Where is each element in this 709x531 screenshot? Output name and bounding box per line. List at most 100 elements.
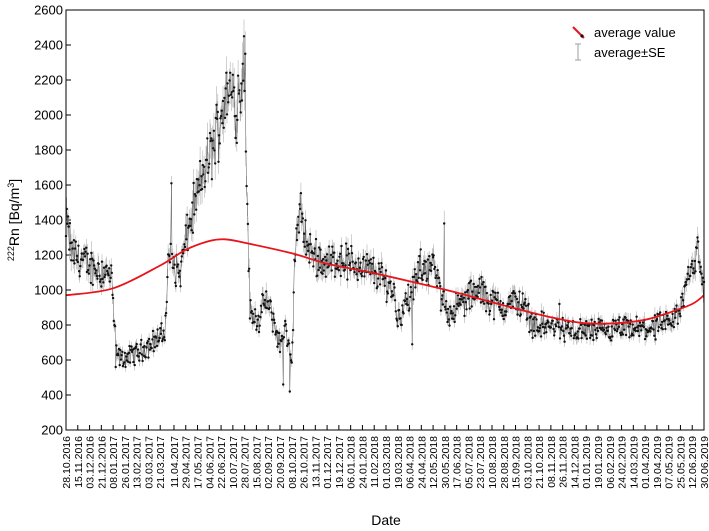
data-point xyxy=(236,74,240,77)
data-point xyxy=(422,262,425,266)
x-tick-label: 03.12.2016 xyxy=(85,436,97,489)
data-point xyxy=(147,356,150,359)
data-point xyxy=(170,252,174,256)
data-point xyxy=(146,340,149,343)
data-point xyxy=(129,348,132,352)
data-point xyxy=(178,269,182,272)
data-point xyxy=(174,284,178,288)
data-point xyxy=(287,339,290,342)
data-point xyxy=(364,259,367,262)
data-point xyxy=(151,338,154,341)
data-point xyxy=(296,223,299,227)
data-point xyxy=(477,284,480,287)
data-point xyxy=(335,267,339,271)
data-point xyxy=(293,259,297,263)
data-point xyxy=(124,365,127,369)
data-point xyxy=(271,330,274,333)
data-point xyxy=(210,137,213,140)
data-point xyxy=(588,323,591,327)
x-tick-label: 11.02.2018 xyxy=(369,436,381,488)
data-point xyxy=(435,274,438,277)
x-tick-label: 23.07.2018 xyxy=(475,436,487,489)
data-point xyxy=(113,325,117,328)
x-tick-label: 07.05.2019 xyxy=(664,436,676,489)
x-tick-label: 22.06.2017 xyxy=(216,436,228,489)
data-point xyxy=(443,305,447,309)
data-point xyxy=(433,265,437,269)
data-point xyxy=(630,332,634,335)
data-point xyxy=(111,293,114,297)
data-point xyxy=(485,291,488,295)
data-point xyxy=(83,247,86,251)
data-point xyxy=(547,321,550,324)
x-tick-label: 10.08.2018 xyxy=(487,436,499,489)
data-point xyxy=(467,297,470,300)
data-point xyxy=(614,319,617,322)
data-point xyxy=(558,337,562,340)
data-point xyxy=(231,96,234,99)
data-point xyxy=(551,319,554,322)
data-point xyxy=(421,278,424,282)
data-point xyxy=(132,360,135,364)
x-tick-label: 02.09.2017 xyxy=(263,436,275,489)
data-point xyxy=(180,260,183,263)
x-axis: 28.10.2016 15.11.2016 03.12.2016 21.12.2016… xyxy=(61,425,709,489)
data-point xyxy=(601,326,604,329)
data-point xyxy=(549,326,553,329)
data-point xyxy=(505,310,508,313)
data-point xyxy=(303,232,306,235)
data-point xyxy=(612,319,615,322)
data-point xyxy=(168,254,171,258)
data-point xyxy=(91,257,94,260)
data-point xyxy=(123,351,127,355)
x-tick-label: 28.10.2016 xyxy=(61,436,73,489)
data-point xyxy=(275,329,278,333)
data-point xyxy=(383,284,386,287)
data-point xyxy=(490,302,493,306)
data-point xyxy=(312,265,315,268)
data-point xyxy=(624,316,627,319)
data-point xyxy=(93,267,97,270)
data-point xyxy=(632,334,635,337)
data-point xyxy=(501,314,504,318)
legend-average-label: average value xyxy=(594,25,676,40)
data-point xyxy=(177,271,180,275)
data-point xyxy=(661,328,664,331)
data-point xyxy=(194,194,197,198)
data-point xyxy=(299,207,302,211)
data-point xyxy=(327,265,330,268)
data-point xyxy=(75,254,79,258)
data-point xyxy=(700,283,704,286)
data-point xyxy=(111,296,115,300)
data-point xyxy=(523,301,526,304)
data-point xyxy=(309,243,312,246)
y-tick-label: 1000 xyxy=(34,283,63,298)
data-point xyxy=(653,334,656,337)
data-point xyxy=(235,141,238,145)
data-point xyxy=(468,307,471,310)
data-point xyxy=(693,272,696,275)
daily-points xyxy=(64,35,706,393)
data-point xyxy=(369,273,372,276)
data-point xyxy=(464,301,467,304)
data-point xyxy=(414,286,417,289)
data-point xyxy=(466,288,469,292)
data-point xyxy=(231,73,235,77)
data-point xyxy=(655,318,659,321)
data-point xyxy=(455,307,458,310)
data-point xyxy=(336,259,339,262)
data-point xyxy=(121,364,125,368)
data-point xyxy=(365,253,369,256)
x-axis-title: Date xyxy=(371,512,401,528)
data-point xyxy=(543,326,547,329)
data-point xyxy=(185,238,188,241)
data-point xyxy=(314,237,318,241)
data-point xyxy=(89,258,92,261)
data-point xyxy=(187,226,190,229)
data-point xyxy=(223,96,226,100)
data-point xyxy=(348,263,351,267)
data-point xyxy=(595,336,598,340)
data-point xyxy=(443,222,446,225)
data-point xyxy=(631,323,634,326)
data-point xyxy=(619,333,623,337)
